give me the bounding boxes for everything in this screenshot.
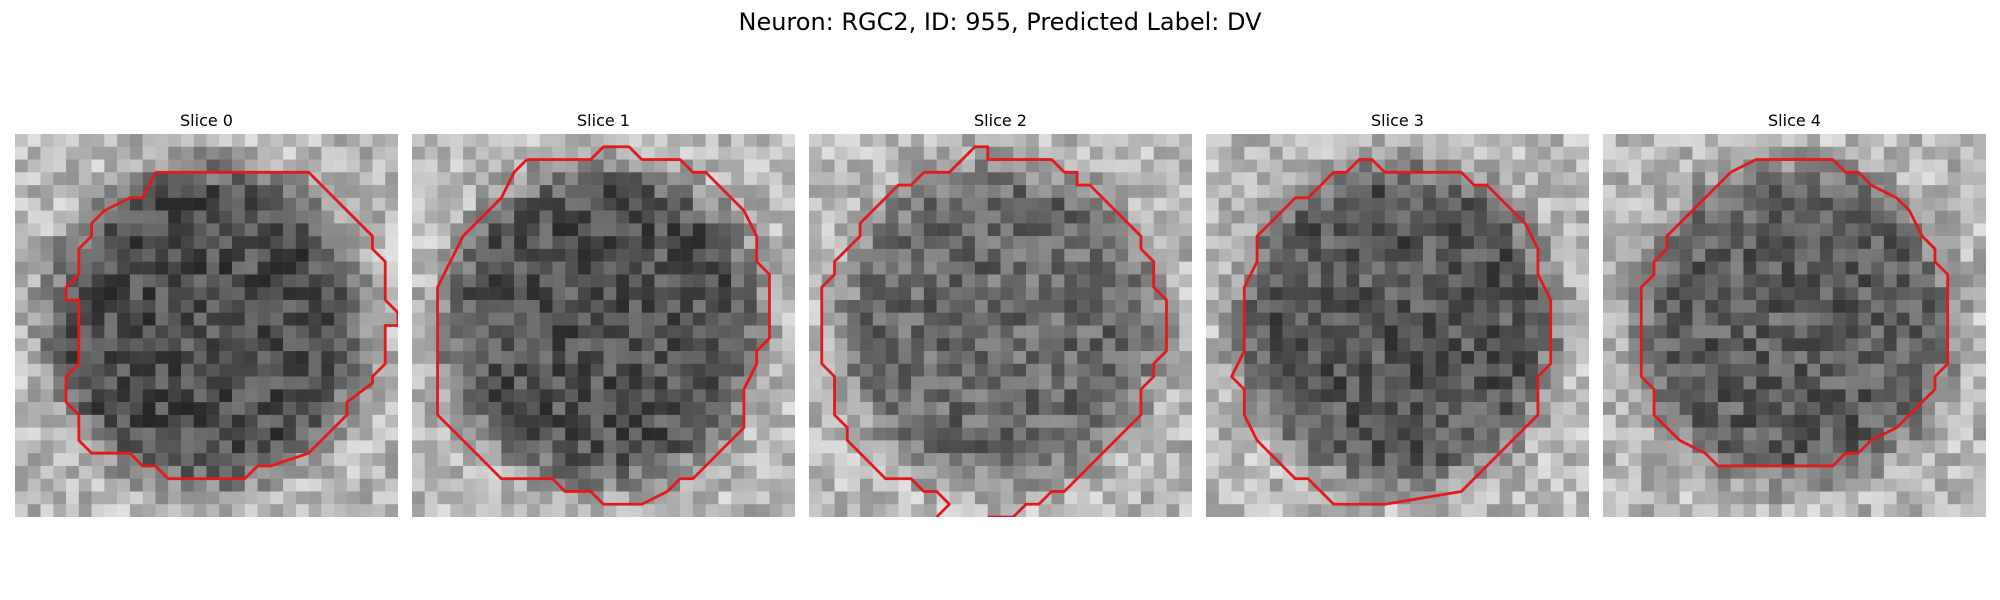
panel-slice-4: Slice 4 [1603,108,1986,517]
slice-image [15,134,398,517]
panel-title: Slice 2 [974,111,1027,130]
panel-slice-0: Slice 0 [15,108,398,517]
segmentation-contour [1230,158,1553,506]
segmentation-contour [820,158,964,517]
segmentation-contour [1639,158,1950,468]
slice-image [809,134,1192,517]
segmentation-contour [436,145,771,506]
segmentation-contour [961,145,1168,517]
figure-title: Neuron: RGC2, ID: 955, Predicted Label: … [738,8,1262,36]
panel-slice-1: Slice 1 [412,108,795,517]
panel-title: Slice 3 [1371,111,1424,130]
panel-title: Slice 4 [1768,111,1821,130]
slice-image [412,134,795,517]
segmentation-contour [64,170,398,481]
slice-image [1206,134,1589,517]
panel-title: Slice 1 [577,111,630,130]
panel-slice-3: Slice 3 [1206,108,1589,517]
slice-image [1603,134,1986,517]
panel-title: Slice 0 [180,111,233,130]
panel-slice-2: Slice 2 [809,108,1192,517]
